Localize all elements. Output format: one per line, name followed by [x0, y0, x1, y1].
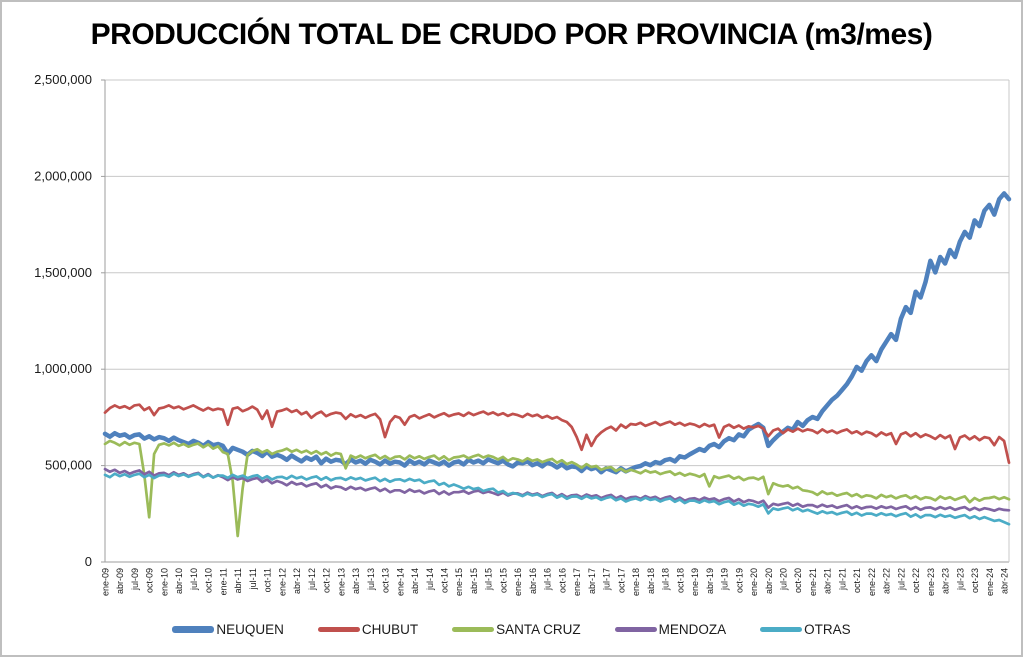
- x-axis-tick-label: abr-15: [469, 568, 479, 594]
- x-axis-tick-label: abr-11: [233, 568, 243, 593]
- x-axis-tick-label: abr-13: [351, 568, 361, 594]
- x-axis-tick-label: abr-23: [941, 568, 951, 594]
- x-axis-tick-label: abr-16: [528, 568, 538, 594]
- series-line-neuquen: [102, 191, 1012, 475]
- x-axis-tick-label: abr-18: [646, 568, 656, 594]
- legend-item-mendoza: MENDOZA: [614, 622, 727, 637]
- y-axis-labels: 0 500,000 1,000,000 1,500,000 2,000,000 2,500…: [34, 72, 92, 569]
- x-axis-tick-label: abr-17: [587, 568, 597, 594]
- x-axis-labels: ene-09 abr-09 jul-09 oct-09 ene-10 abr-10 jul-…: [101, 568, 1010, 596]
- x-axis-tick-label: ene-24: [985, 568, 995, 596]
- x-axis-tick-label: oct-13: [381, 568, 391, 593]
- x-axis-tick-label: ene-20: [749, 568, 759, 596]
- x-axis-tick-label: abr-12: [292, 568, 302, 594]
- legend-item-otras: OTRAS: [760, 622, 851, 637]
- x-axis-tick-label: jul-22: [896, 568, 906, 591]
- x-axis-tick-label: abr-19: [705, 568, 715, 594]
- x-axis-tick-label: jul-16: [543, 568, 553, 591]
- x-axis-tick-label: oct-17: [616, 568, 626, 593]
- y-axis-tick-label: 2,000,000: [34, 168, 92, 183]
- x-axis-tick-label: ene-22: [867, 568, 877, 596]
- x-axis-tick-label: jul-18: [661, 568, 671, 591]
- x-axis-tick-label: jul-21: [837, 568, 847, 591]
- x-axis-tick-label: abr-10: [174, 568, 184, 594]
- x-axis-tick-label: abr-09: [115, 568, 125, 594]
- x-axis-tick-label: ene-16: [513, 568, 523, 596]
- x-axis-tick-label: jul-12: [307, 568, 317, 591]
- legend-label-neuquen: NEUQUEN: [216, 622, 284, 637]
- legend-item-santa-cruz: SANTA CRUZ: [452, 622, 581, 637]
- legend-marker-chubut: [317, 627, 360, 632]
- x-axis-tick-label: oct-10: [204, 568, 214, 593]
- x-axis-tick-label: jul-20: [779, 568, 789, 591]
- x-axis-tick-label: oct-21: [852, 568, 862, 593]
- x-axis-tick-label: oct-09: [145, 568, 155, 593]
- x-axis-tick-label: jul-10: [189, 568, 199, 591]
- x-axis-tick-label: jul-09: [130, 568, 140, 591]
- x-axis-tick-label: oct-20: [793, 568, 803, 593]
- legend-marker-neuquen: [172, 626, 215, 633]
- x-axis-tick-label: abr-20: [764, 568, 774, 594]
- x-axis-tick-label: oct-16: [557, 568, 567, 593]
- x-axis-tick-label: abr-24: [1000, 568, 1010, 594]
- x-axis-tick-label: ene-13: [336, 568, 346, 596]
- legend-marker-mendoza: [614, 627, 657, 632]
- x-axis-tick-label: ene-09: [101, 568, 111, 596]
- legend-marker-santa-cruz: [452, 627, 495, 632]
- x-axis-tick-label: ene-23: [926, 568, 936, 596]
- x-axis-tick-label: ene-19: [690, 568, 700, 596]
- x-axis-tick-label: oct-23: [970, 568, 980, 593]
- series-line-otras: [103, 472, 1011, 526]
- x-axis-tick-label: oct-11: [263, 568, 273, 592]
- x-axis-tick-label: oct-14: [440, 568, 450, 593]
- x-axis-tick-label: oct-19: [734, 568, 744, 593]
- gridlines: [101, 79, 1010, 563]
- legend-label-chubut: CHUBUT: [361, 622, 419, 637]
- y-axis-tick-label: 500,000: [45, 458, 92, 473]
- legend-item-chubut: CHUBUT: [317, 622, 419, 637]
- x-axis-tick-label: jul-11: [248, 568, 258, 590]
- y-axis-tick-label: 2,500,000: [34, 72, 92, 87]
- x-axis-tick-label: oct-12: [322, 568, 332, 593]
- x-axis-tick-label: ene-10: [159, 568, 169, 596]
- y-axis-tick-label: 1,000,000: [34, 361, 92, 376]
- x-axis-tick-label: ene-11: [218, 568, 228, 595]
- legend-label-otras: OTRAS: [804, 622, 851, 637]
- x-axis-tick-label: ene-14: [395, 568, 405, 596]
- series-line-chubut: [103, 403, 1011, 465]
- chart-title: PRODUCCIÓN TOTAL DE CRUDO POR PROVINCIA …: [90, 18, 933, 51]
- x-axis-tick-label: abr-21: [823, 568, 833, 594]
- x-axis-tick-label: jul-17: [602, 568, 612, 591]
- x-axis-tick-label: ene-12: [277, 568, 287, 596]
- legend-label-santa-cruz: SANTA CRUZ: [496, 622, 581, 637]
- legend-item-neuquen: NEUQUEN: [172, 622, 284, 637]
- x-axis-tick-label: ene-17: [572, 568, 582, 596]
- x-axis-tick-label: jul-23: [955, 568, 965, 591]
- legend-label-mendoza: MENDOZA: [658, 622, 727, 637]
- x-axis-tick-label: oct-22: [911, 568, 921, 593]
- series-lines: [102, 191, 1012, 538]
- y-axis-tick-label: 1,500,000: [34, 265, 92, 280]
- x-axis-tick-label: jul-19: [720, 568, 730, 591]
- y-axis-tick-label: 0: [85, 554, 92, 569]
- x-axis-tick-label: ene-15: [454, 568, 464, 596]
- x-axis-tick-label: abr-14: [410, 568, 420, 594]
- series-line-santa-cruz: [103, 439, 1011, 538]
- x-axis-tick-label: jul-14: [425, 568, 435, 591]
- x-axis-tick-label: jul-15: [484, 568, 494, 591]
- x-axis-tick-label: jul-13: [366, 568, 376, 591]
- legend-marker-otras: [760, 627, 803, 632]
- x-axis-tick-label: ene-21: [808, 568, 818, 596]
- x-axis-tick-label: ene-18: [631, 568, 641, 596]
- chart-legend: NEUQUEN CHUBUT SANTA CRUZ MENDOZA OTRAS: [2, 622, 1021, 637]
- x-axis-tick-label: oct-15: [498, 568, 508, 593]
- x-axis-tick-label: abr-22: [882, 568, 892, 594]
- x-axis-tick-label: oct-18: [675, 568, 685, 593]
